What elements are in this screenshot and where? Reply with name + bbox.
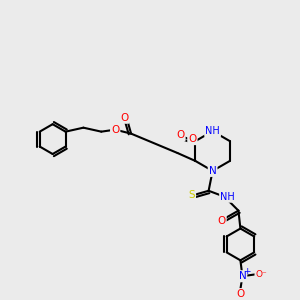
Text: NH: NH [220,192,235,202]
Text: +: + [243,267,250,276]
Text: N: N [209,166,217,176]
Text: O: O [111,125,119,135]
Text: NH: NH [205,126,220,136]
Text: N: N [238,271,246,281]
Text: O: O [188,134,196,144]
Text: O: O [236,289,244,299]
Text: S: S [188,190,195,200]
Text: O⁻: O⁻ [255,270,267,279]
Text: O: O [120,113,128,123]
Text: O: O [218,216,226,226]
Text: O: O [176,130,184,140]
